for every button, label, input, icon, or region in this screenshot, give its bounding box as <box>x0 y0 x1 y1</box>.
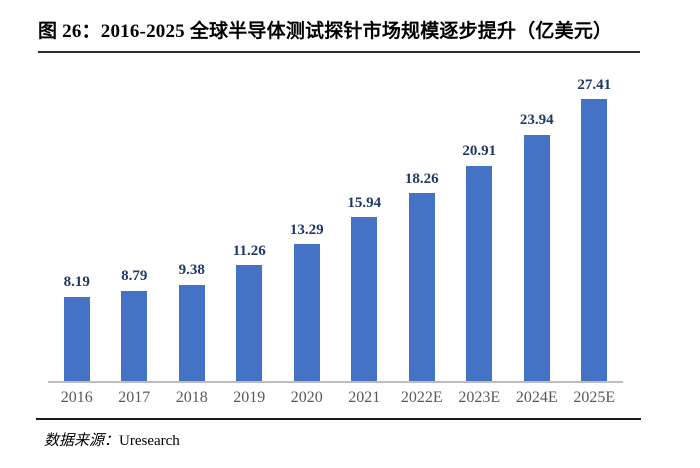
x-axis-label-2017: 2017 <box>118 389 151 406</box>
source-value: Uresearch <box>119 433 180 449</box>
bar-value-label-2018: 9.38 <box>178 262 205 278</box>
bar-value-label-2023E: 20.91 <box>462 143 497 160</box>
bar-value-label-2021: 15.94 <box>347 194 382 211</box>
footer-divider <box>36 418 641 420</box>
chart-column-2017: 8.79 <box>106 70 164 381</box>
x-axis-label-2019: 2019 <box>233 389 266 406</box>
chart-column-2023E: 20.91 <box>451 70 509 381</box>
x-axis-label-2021: 2021 <box>348 389 381 406</box>
x-axis-label-2022E: 2022E <box>400 389 443 406</box>
figure-title: 图 26：2016-2025 全球半导体测试探针市场规模逐步提升（亿美元） <box>38 21 613 42</box>
chart-column-2022E: 18.26 <box>393 70 451 381</box>
chart-column-2020: 13.29 <box>278 70 336 381</box>
chart-column-2024E: 23.94 <box>508 70 566 381</box>
chart-column-2019: 11.26 <box>221 70 279 381</box>
x-axis-label-2018: 2018 <box>175 389 208 406</box>
x-axis-label-2020: 2020 <box>290 389 323 406</box>
x-axis-label-2023E: 2023E <box>458 389 501 406</box>
source-note: 数据来源：Uresearch <box>44 429 180 450</box>
bar-chart-plot-area: 8.19 8.79 9.38 11.26 13.29 15.94 18.26 20.91 23.… <box>48 70 623 383</box>
bar-2021 <box>351 217 378 381</box>
chart-column-2025E: 27.41 <box>566 70 624 381</box>
bar-value-label-2017: 8.79 <box>121 268 148 285</box>
source-label: 数据来源： <box>44 433 120 449</box>
bar-value-label-2019: 11.26 <box>232 242 266 259</box>
bar-2018 <box>178 284 205 381</box>
bar-value-label-2020: 13.29 <box>289 221 324 238</box>
x-axis-label-2024E: 2024E <box>515 389 558 406</box>
bar-2022E <box>408 193 435 381</box>
bar-2016 <box>63 296 90 381</box>
bar-2017 <box>121 290 148 381</box>
bar-2020 <box>293 244 320 381</box>
bar-2024E <box>523 134 550 381</box>
bar-2023E <box>466 165 493 381</box>
chart-column-2016: 8.19 <box>48 70 106 381</box>
chart-column-2018: 9.38 <box>163 70 221 381</box>
bar-value-label-2016: 8.19 <box>63 274 90 291</box>
title-underline <box>38 51 640 53</box>
x-axis: 2016 2017 2018 2019 2020 2021 2022E 2023E 2024E 2… <box>48 389 623 407</box>
bar-2019 <box>236 265 263 381</box>
chart-column-2021: 15.94 <box>336 70 394 381</box>
bar-value-label-2025E: 27.41 <box>577 76 612 93</box>
bar-2025E <box>581 99 608 381</box>
bar-value-label-2022E: 18.26 <box>404 170 439 187</box>
bar-value-label-2024E: 23.94 <box>519 112 554 129</box>
x-axis-label-2016: 2016 <box>60 389 93 406</box>
x-axis-label-2025E: 2025E <box>573 389 616 406</box>
